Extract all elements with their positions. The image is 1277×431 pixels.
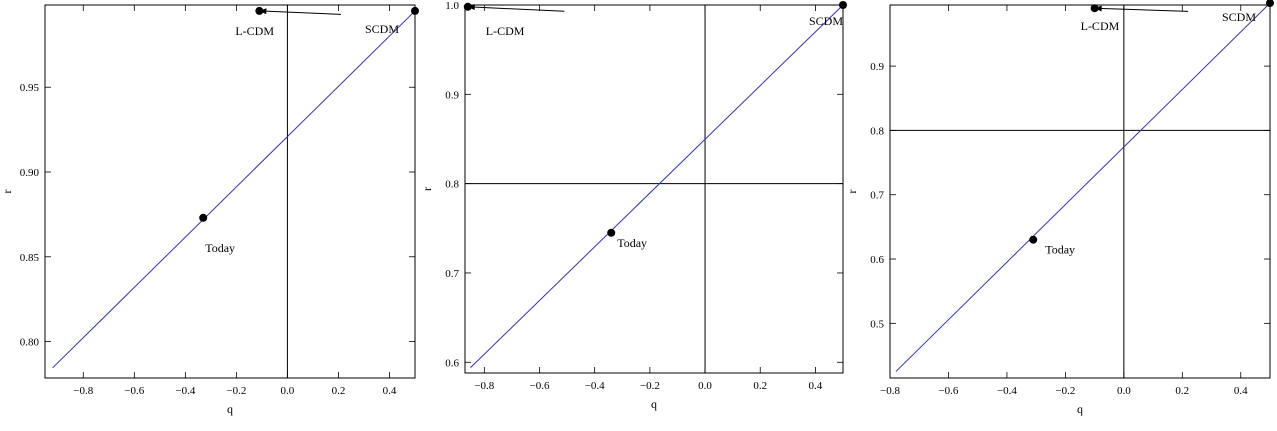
point-label-today: Today [205,241,235,255]
chart-panel-2: −0.8 −0.6 −0.4 −0.2 0.0 0.2 0.4 0.6 0.7 0.8 0.9 1.0… [420,0,847,411]
point-label-scdm: SCDM [365,22,399,36]
point-label-l-cdm: L-CDM [486,24,525,38]
point-today [1029,235,1038,244]
point-scdm [839,1,847,9]
plot-frame [889,4,1271,379]
y-tick-label: 0.7 [445,268,459,280]
x-tick-label: −0.8 [880,385,900,397]
x-axis-label: q [1077,402,1083,416]
x-tick-label: −0.2 [640,380,660,392]
y-tick-label: 0.95 [20,82,40,94]
y-tick-label: 0.9 [870,61,884,73]
y-axis-label: r [845,190,859,194]
y-tick-label: 0.9 [445,89,459,101]
x-axis-label: q [651,397,657,411]
point-scdm [411,6,419,15]
y-tick-label: 0.8 [870,125,884,137]
point-l-cdm [255,6,264,15]
point-label-today: Today [617,236,647,250]
plot-frame [44,4,416,379]
y-axis-label: r [0,190,14,194]
y-tick-label: 0.90 [20,167,40,179]
plot-area [890,5,1270,378]
x-tick-label: −0.6 [124,385,144,397]
y-tick-label: 0.85 [20,252,40,264]
y-tick-label: 0.6 [445,357,459,369]
plot-area [52,5,415,378]
x-tick-label: −0.6 [530,380,550,392]
x-tick-label: −0.2 [1055,385,1075,397]
trajectory-arrow [259,10,342,15]
point-label-l-cdm: L-CDM [1081,19,1120,33]
trajectory-line [895,5,1269,372]
trajectory-line [470,5,843,368]
x-tick-label: −0.4 [585,380,605,392]
point-scdm [1266,0,1274,8]
x-tick-label: 0.0 [1117,385,1131,397]
y-tick-label: 0.80 [20,337,40,349]
y-tick-label: 0.7 [870,190,884,202]
y-tick-label: 0.6 [870,254,884,266]
plot-frame [464,4,844,374]
y-tick-label: 0.5 [870,318,884,330]
x-tick-label: −0.2 [226,385,246,397]
point-label-l-cdm: L-CDM [235,24,274,38]
point-label-scdm: SCDM [809,14,843,28]
point-label-scdm: SCDM [1222,10,1256,24]
x-tick-label: 0.4 [383,385,397,397]
x-tick-label: −0.8 [474,380,494,392]
x-tick-label: 0.2 [332,385,346,397]
chart-panel-3: −0.8 −0.6 −0.4 −0.2 0.0 0.2 0.4 0.5 0.6 0.7 0.8 0.9… [845,0,1274,416]
chart-panel-1: −0.8 −0.6 −0.4 −0.2 0.0 0.2 0.4 0.80 0.85 0.90 0.9… [0,4,419,416]
x-tick-label: 0.2 [753,380,767,392]
x-tick-label: −0.8 [73,385,93,397]
trajectory-arrow [467,6,565,12]
x-tick-label: −0.4 [175,385,195,397]
point-l-cdm [463,2,472,11]
point-l-cdm [1090,4,1099,13]
x-tick-label: 0.0 [698,380,712,392]
trajectory-line [52,10,415,369]
point-today [199,213,208,222]
x-tick-label: 0.4 [809,380,823,392]
point-label-today: Today [1045,243,1075,257]
x-tick-label: 0.0 [281,385,295,397]
point-today [607,228,616,237]
x-tick-label: 0.2 [1175,385,1189,397]
x-axis-label: q [227,402,233,416]
trajectory-arrow [1094,7,1189,12]
x-tick-label: 0.4 [1234,385,1248,397]
plot-area [465,5,843,373]
y-tick-label: 0.8 [445,179,459,191]
y-axis-label: r [420,187,434,191]
y-tick-label: 1.0 [445,0,459,12]
x-tick-label: −0.4 [997,385,1017,397]
x-tick-label: −0.6 [938,385,958,397]
